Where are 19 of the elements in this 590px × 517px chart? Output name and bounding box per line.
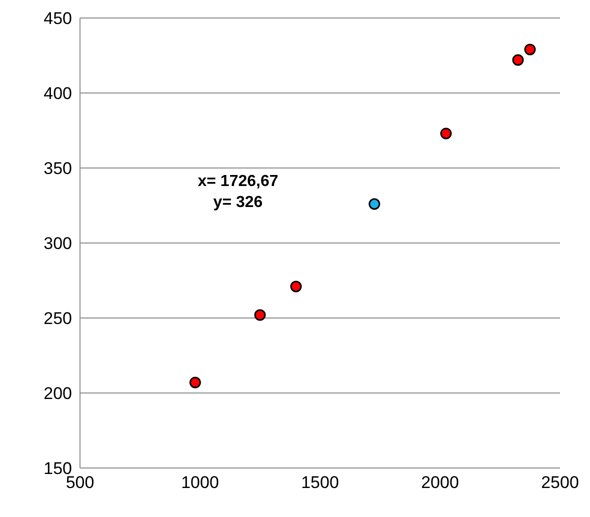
x-tick-label: 2000: [421, 473, 459, 492]
y-tick-label: 200: [44, 384, 72, 404]
point: [290, 280, 302, 292]
point: [368, 198, 380, 210]
y-tick-label: 400: [44, 84, 72, 104]
x-tick-label: 500: [66, 473, 94, 492]
point: [254, 309, 266, 321]
point: [440, 128, 452, 140]
annotation: x= 1726,67 y= 326: [198, 173, 278, 211]
y-tick-label: 450: [44, 9, 72, 28]
x-tick-label: 2500: [541, 473, 579, 492]
y-tick-label: 300: [44, 234, 72, 254]
y-tick-label: 350: [44, 159, 72, 178]
point: [524, 44, 536, 56]
y-tick-label: 250: [44, 309, 72, 328]
x-tick-label: 1000: [181, 473, 219, 492]
x-tick-label: 1500: [301, 473, 339, 492]
point: [512, 54, 524, 66]
point: [189, 376, 201, 388]
